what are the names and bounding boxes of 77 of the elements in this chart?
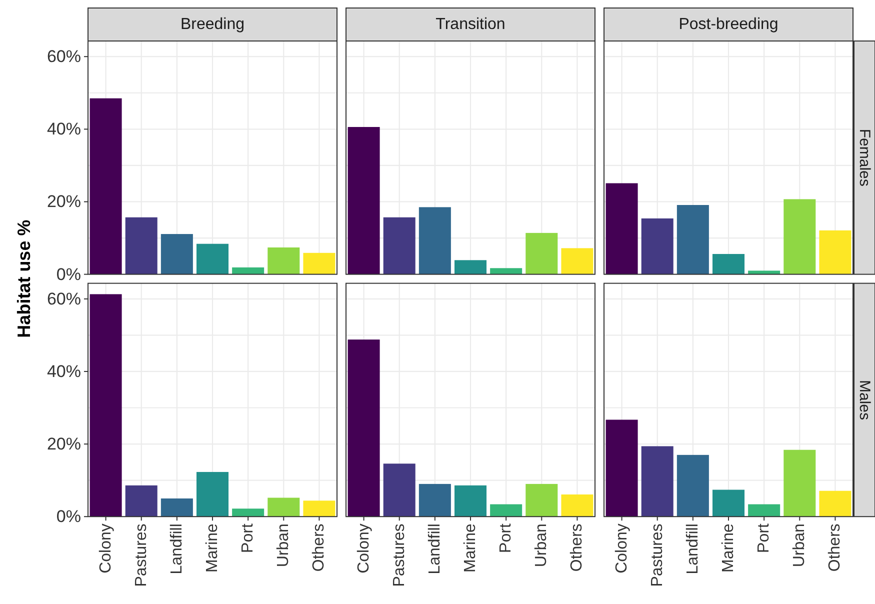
bar	[490, 504, 522, 517]
x-tick-label: Colony	[355, 524, 372, 574]
x-tick-label: Marine	[462, 524, 479, 573]
x-tick-label: Port	[498, 523, 515, 553]
x-tick-label: Landfill	[168, 524, 186, 574]
x-tick-label: Pastures	[648, 524, 666, 587]
x-tick-label: Colony	[613, 524, 630, 574]
bar	[303, 252, 336, 274]
bar	[526, 232, 558, 274]
x-tick-label: Landfill	[426, 524, 444, 574]
y-tick-label: 60%	[46, 47, 81, 66]
bar	[418, 484, 451, 517]
bar	[454, 260, 487, 274]
x-tick-label: Marine	[204, 524, 221, 573]
bar	[383, 464, 416, 517]
y-axis-title: Habitat use %	[14, 220, 34, 338]
bar	[454, 485, 487, 517]
bar	[160, 234, 193, 274]
bar	[348, 126, 380, 274]
chart-title: Breeding	[180, 16, 245, 33]
x-tick-label: Pastures	[132, 524, 150, 587]
bar	[712, 490, 745, 517]
bar	[348, 340, 380, 517]
bar	[819, 230, 852, 274]
bar	[90, 98, 122, 274]
x-tick-label: Pastures	[390, 524, 408, 587]
x-tick-label: Port	[756, 523, 773, 553]
bar	[606, 420, 638, 517]
x-tick-label: Urban	[791, 524, 808, 568]
bar	[561, 494, 594, 517]
bar	[196, 244, 229, 274]
x-tick-label: Urban	[275, 524, 292, 568]
bar	[196, 472, 229, 517]
bar	[784, 199, 816, 274]
x-tick-label: Colony	[97, 524, 114, 574]
x-tick-label: Others	[826, 524, 844, 572]
bar	[526, 484, 558, 517]
x-tick-label: Landfill	[684, 524, 702, 574]
x-tick-label: Others	[568, 524, 586, 572]
y-tick-label: 20%	[46, 192, 81, 212]
bar	[641, 218, 674, 274]
bar	[90, 294, 122, 517]
bar	[561, 248, 594, 274]
chart-title: Transition	[436, 16, 506, 33]
bar	[232, 508, 264, 517]
x-tick-label: Others	[310, 524, 328, 572]
x-tick-label: Marine	[720, 524, 737, 573]
bar	[641, 446, 674, 517]
bar	[268, 247, 300, 274]
bar	[418, 207, 451, 274]
bar	[383, 217, 416, 274]
bar	[160, 498, 193, 517]
bar	[303, 500, 336, 517]
y-tick-label: 20%	[46, 434, 81, 454]
text: Males	[856, 380, 873, 420]
bar	[232, 267, 264, 274]
y-tick-label: 0%	[56, 264, 81, 284]
x-tick-label: Port	[240, 523, 257, 553]
bar	[784, 450, 816, 517]
y-tick-label: 60%	[46, 289, 81, 308]
y-tick-label: 40%	[46, 120, 81, 139]
bar	[748, 504, 780, 517]
bar	[676, 205, 709, 274]
bar	[125, 485, 158, 517]
bar	[606, 183, 638, 274]
y-tick-label: 0%	[56, 507, 81, 526]
bar	[490, 268, 522, 274]
bar	[819, 490, 852, 517]
x-tick-label: Urban	[533, 524, 550, 568]
text: Females	[856, 128, 873, 186]
bar	[268, 498, 300, 517]
bar	[125, 217, 158, 274]
bar	[712, 254, 745, 274]
chart-title: Post-breeding	[678, 16, 778, 33]
y-tick-label: 40%	[46, 362, 81, 381]
bar	[676, 454, 709, 517]
bar	[748, 270, 780, 274]
